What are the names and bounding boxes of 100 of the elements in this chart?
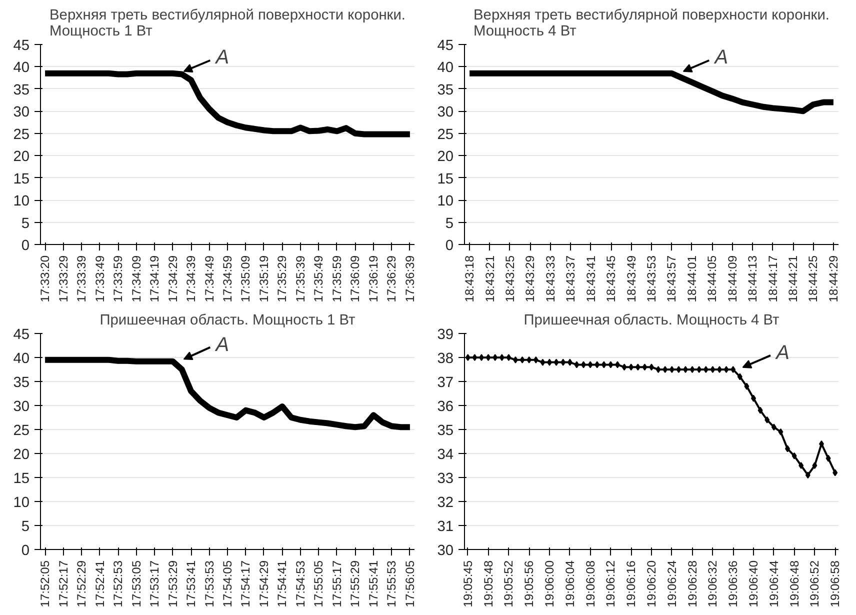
- y-tick-label: 45: [13, 327, 30, 343]
- y-tick-label: 35: [437, 423, 454, 439]
- x-tick-label: 18:43:49: [624, 255, 638, 302]
- x-tick-label: 19:06:08: [583, 560, 598, 608]
- y-tick-label: 30: [437, 543, 454, 559]
- y-tick-label: 35: [13, 82, 30, 98]
- y-tick-label: 36: [437, 399, 454, 415]
- x-tick-label: 17:55:05: [312, 560, 326, 608]
- x-tick-label: 17:34:59: [220, 255, 234, 302]
- y-tick-label: 30: [437, 104, 454, 121]
- x-tick-label: 17:55:53: [384, 560, 399, 608]
- y-tick-label: 32: [437, 495, 454, 511]
- x-tick-label: 17:54:53: [293, 560, 308, 608]
- x-tick-label: 17:54:41: [275, 560, 290, 608]
- y-tick-label: 34: [437, 447, 454, 463]
- x-tick-label: 17:35:39: [293, 255, 308, 302]
- x-tick-label: 19:06:48: [787, 560, 802, 608]
- x-tick-label: 17:54:05: [220, 560, 234, 608]
- y-tick-label: 15: [13, 171, 30, 188]
- x-tick-label: 17:35:09: [238, 255, 253, 302]
- y-tick-label: 10: [437, 194, 454, 210]
- chart-title: Верхняя треть вестибулярной поверхности коронки. Мощность 4 Вт: [474, 8, 830, 40]
- x-tick-label: 19:06:52: [808, 560, 822, 608]
- x-tick-label: 18:43:45: [604, 255, 618, 302]
- x-tick-label: 17:35:59: [330, 255, 344, 302]
- y-tick-label: 30: [13, 104, 30, 121]
- x-tick-label: 19:06:36: [726, 560, 740, 608]
- x-tick-label: 18:43:33: [543, 255, 558, 302]
- y-tick-label: 25: [13, 126, 30, 143]
- x-tick-label: 17:52:41: [92, 560, 107, 608]
- x-tick-label: 17:55:41: [366, 560, 380, 608]
- x-tick-label: 17:34:39: [184, 255, 198, 302]
- y-tick-label: 40: [13, 60, 30, 76]
- chart-title: Пришеечная область. Мощность 1 Вт: [100, 312, 356, 328]
- x-tick-label: 17:55:29: [348, 560, 362, 608]
- x-tick-label: 17:33:29: [56, 255, 70, 302]
- y-tick-label: 5: [21, 216, 30, 232]
- x-tick-label: 18:43:25: [502, 255, 517, 302]
- y-tick-label: 40: [437, 60, 454, 76]
- x-tick-label: 19:06:12: [604, 560, 618, 608]
- y-tick-label: 30: [13, 399, 30, 415]
- x-tick-label: 18:44:01: [684, 255, 699, 302]
- x-tick-label: 17:33:49: [92, 255, 107, 302]
- x-tick-label: 19:06:32: [706, 560, 720, 608]
- x-tick-label: 19:06:00: [542, 560, 556, 608]
- x-tick-label: 18:43:41: [584, 255, 598, 302]
- y-tick-label: 25: [13, 423, 30, 439]
- x-tick-label: 19:06:24: [664, 560, 679, 608]
- x-tick-label: 17:36:09: [348, 255, 362, 302]
- y-tick-label: 39: [437, 327, 454, 343]
- x-tick-label: 18:44:29: [826, 255, 840, 302]
- x-tick-label: 19:06:28: [685, 560, 700, 608]
- y-tick-label: 20: [437, 149, 454, 166]
- y-tick-label: 10: [13, 495, 30, 511]
- y-tick-label: 35: [437, 82, 454, 98]
- x-tick-label: 18:44:25: [806, 255, 820, 302]
- x-tick-label: 17:53:17: [148, 560, 162, 608]
- x-tick-label: 17:52:05: [38, 560, 52, 608]
- x-tick-label: 19:05:56: [522, 560, 536, 608]
- x-tick-label: 17:34:19: [148, 255, 162, 302]
- y-tick-label: 37: [437, 375, 454, 391]
- x-tick-label: 17:35:49: [312, 255, 326, 302]
- x-tick-label: 17:53:05: [129, 560, 144, 608]
- x-tick-label: 18:43:57: [664, 255, 679, 302]
- x-tick-label: 19:06:58: [828, 560, 842, 608]
- x-tick-label: 17:33:39: [74, 255, 89, 302]
- y-tick-label: 25: [437, 126, 454, 143]
- x-tick-label: 17:34:09: [129, 255, 144, 302]
- y-tick-label: 40: [13, 351, 30, 367]
- x-tick-label: 17:56:05: [402, 560, 417, 608]
- y-tick-label: 45: [437, 38, 454, 54]
- x-tick-label: 19:06:40: [746, 560, 760, 608]
- y-tick-label: 15: [437, 171, 454, 188]
- annotation: A: [214, 46, 230, 68]
- y-tick-label: 5: [21, 519, 30, 535]
- x-tick-label: 19:06:16: [624, 560, 638, 608]
- x-tick-label: 17:53:41: [184, 560, 198, 608]
- annotation: A: [775, 342, 790, 364]
- x-tick-label: 17:52:29: [74, 560, 89, 608]
- x-tick-label: 18:44:17: [766, 255, 780, 302]
- x-tick-label: 17:52:17: [56, 560, 70, 608]
- x-tick-label: 17:33:59: [111, 255, 126, 302]
- x-tick-label: 19:05:48: [481, 560, 496, 608]
- x-tick-label: 19:06:04: [562, 560, 577, 608]
- y-tick-label: 5: [445, 216, 454, 232]
- x-tick-label: 19:06:44: [766, 560, 781, 608]
- x-tick-label: 18:44:21: [786, 255, 800, 302]
- y-tick-label: 10: [13, 194, 30, 210]
- x-tick-label: 18:43:53: [644, 255, 658, 302]
- x-tick-label: 17:34:29: [166, 255, 180, 302]
- y-tick-label: 20: [13, 447, 30, 463]
- y-tick-label: 33: [437, 471, 454, 487]
- x-tick-label: 19:06:20: [644, 560, 658, 608]
- x-tick-label: 17:53:53: [202, 560, 216, 608]
- y-tick-label: 35: [13, 375, 30, 391]
- y-tick-label: 0: [21, 238, 30, 254]
- x-tick-label: 17:35:29: [275, 255, 290, 302]
- x-tick-label: 19:05:52: [502, 560, 516, 608]
- y-tick-label: 20: [13, 149, 30, 166]
- annotation: A: [714, 46, 728, 68]
